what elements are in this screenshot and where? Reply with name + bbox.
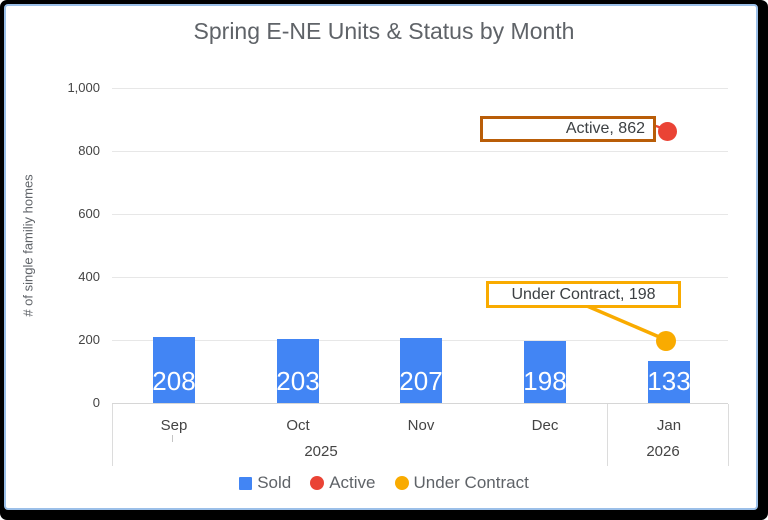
axis-minor-tick (172, 435, 173, 442)
axis-band-right-edge (728, 404, 729, 466)
x-tick-oct: Oct (286, 417, 310, 434)
active-point[interactable] (658, 122, 677, 141)
bar-value-label: 203 (276, 366, 320, 396)
chart-panel-background (4, 4, 758, 510)
gridline (112, 214, 728, 215)
under-contract-point[interactable] (656, 331, 676, 351)
x-tick-jan: Jan (656, 417, 682, 434)
y-tick-label: 200 (78, 332, 100, 347)
y-tick-label: 400 (78, 269, 100, 284)
annotation-under-contract[interactable]: Under Contract, 198 (486, 281, 681, 308)
bar-value-label: 133 (647, 366, 691, 396)
year-label-2025: 2025 (304, 443, 338, 460)
year-label-2026: 2026 (646, 443, 680, 460)
y-axis-title: # of single familiy homes (20, 174, 36, 317)
legend-label-active: Active (329, 473, 376, 492)
y-tick-label: 0 (92, 395, 100, 410)
legend-item-active[interactable]: Active (310, 473, 376, 493)
x-tick-nov: Nov (407, 417, 435, 434)
x-tick-dec: Dec (531, 417, 559, 434)
y-tick-label: 800 (78, 143, 100, 158)
axis-band-left-edge (112, 404, 113, 466)
year-divider (607, 404, 608, 466)
bar-nov[interactable] (400, 338, 442, 403)
legend-label-sold: Sold (257, 473, 292, 492)
bar-value-label: 207 (399, 366, 443, 396)
y-tick-label: 600 (78, 206, 100, 221)
bar-dec[interactable] (524, 341, 566, 403)
bar-jan[interactable] (648, 361, 690, 403)
legend-label-under-contract: Under Contract (413, 473, 529, 492)
x-axis-baseline (112, 403, 728, 404)
annotation-active[interactable]: Active, 862 (480, 116, 656, 142)
legend: Sold Active Under Contract (0, 473, 768, 493)
x-tick-sep: Sep (160, 417, 188, 434)
bar-value-label: 208 (152, 366, 196, 396)
bar-oct[interactable] (277, 339, 319, 403)
gridline (112, 151, 728, 152)
active-swatch-icon (310, 476, 325, 490)
y-tick-label: 1,000 (67, 80, 100, 95)
chart-title: Spring E-NE Units & Status by Month (193, 18, 575, 44)
bar-value-label: 198 (523, 366, 567, 396)
sold-swatch-icon (239, 476, 253, 490)
bar-sep[interactable] (153, 337, 195, 403)
gridline (112, 88, 728, 89)
legend-item-sold[interactable]: Sold (239, 473, 291, 493)
legend-item-under-contract[interactable]: Under Contract (394, 473, 529, 493)
gridline (112, 277, 728, 278)
under-contract-swatch-icon (394, 476, 409, 490)
